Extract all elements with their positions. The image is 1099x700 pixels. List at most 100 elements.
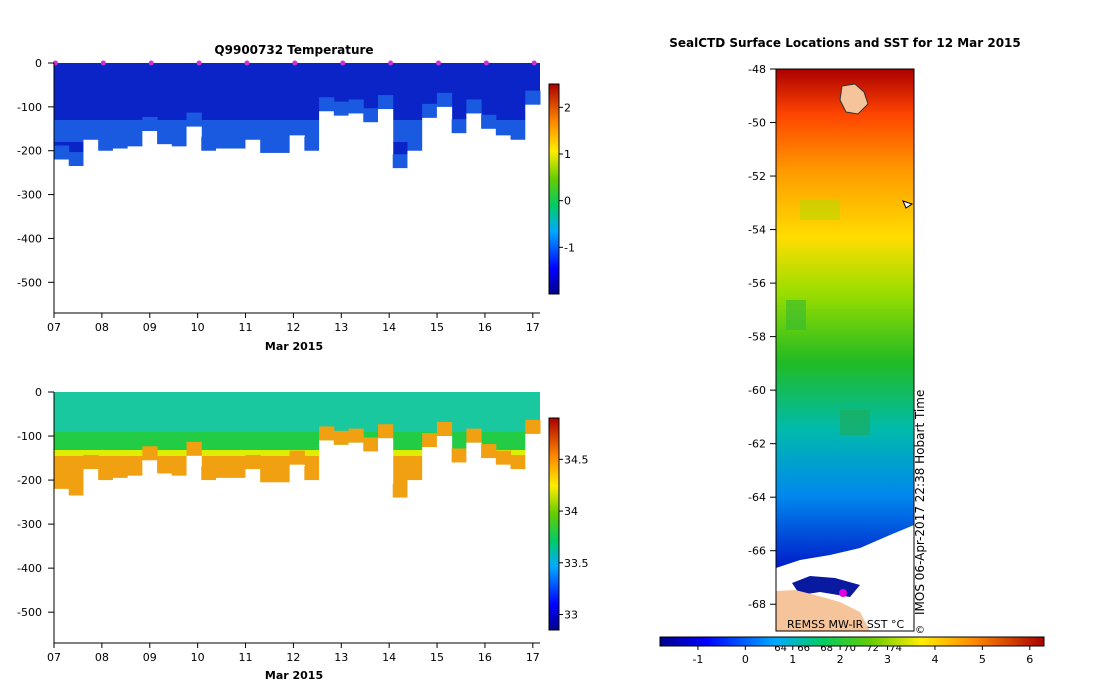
profile-gap bbox=[495, 135, 512, 313]
profile-marker bbox=[483, 60, 489, 66]
profile-deep-cell bbox=[436, 422, 453, 437]
profile-gap bbox=[54, 159, 70, 313]
profile-deep-cell bbox=[68, 152, 84, 167]
sst-field bbox=[776, 69, 914, 631]
colorbar-tick-label: 33 bbox=[564, 608, 578, 621]
profile-gap bbox=[481, 128, 497, 313]
y-tick-label: -300 bbox=[17, 189, 42, 202]
profile-gap bbox=[142, 460, 158, 643]
profile-deep-cell bbox=[127, 461, 143, 476]
profile-gap bbox=[333, 115, 350, 313]
profile-marker bbox=[196, 60, 202, 66]
y-tick-label: -200 bbox=[17, 145, 42, 158]
profile-deep-cell bbox=[68, 481, 84, 496]
profile-deep-cell bbox=[333, 430, 350, 445]
salinity-plot-area bbox=[54, 392, 541, 643]
profile-gap bbox=[289, 464, 305, 643]
profile-deep-cell bbox=[495, 450, 512, 465]
temperature-colorbar-ramp bbox=[548, 83, 560, 295]
salinity-xlabel: Mar 2015 bbox=[265, 669, 323, 682]
profile-gap bbox=[201, 480, 217, 643]
x-tick-label: 15 bbox=[430, 321, 444, 334]
x-tick-label: 17 bbox=[526, 321, 540, 334]
temperature-plot-area bbox=[52, 60, 541, 314]
colorbar-tick-label: 1 bbox=[564, 148, 571, 161]
profile-gap bbox=[83, 139, 99, 313]
profile-gap bbox=[451, 133, 467, 313]
profile-gap bbox=[348, 113, 364, 313]
temperature-panel: Q9900732 Temperature 0 -100 -200 -300 -400 -5… bbox=[17, 43, 575, 353]
profile-deep-cell bbox=[274, 468, 291, 483]
map-colorbar-tick-label: 0 bbox=[742, 653, 749, 666]
map-longitude-label: 64 bbox=[774, 643, 787, 654]
profile-marker bbox=[148, 60, 154, 66]
profile-deep-cell bbox=[289, 121, 305, 136]
profile-gap bbox=[422, 117, 438, 314]
profile-deep-cell bbox=[422, 103, 438, 118]
x-tick-label: 11 bbox=[239, 321, 253, 334]
profile-gap bbox=[171, 146, 188, 313]
profile-deep-cell bbox=[304, 466, 320, 481]
sst-map-panel: SealCTD Surface Locations and SST for 12… bbox=[659, 36, 1045, 666]
profile-deep-cell bbox=[112, 463, 129, 478]
kerguelen-island bbox=[839, 83, 869, 115]
temperature-profile-bottoms bbox=[54, 90, 541, 314]
profile-deep-cell bbox=[525, 419, 541, 434]
y-tick-label: -500 bbox=[17, 606, 42, 619]
x-tick-label: 07 bbox=[47, 321, 61, 334]
profile-gap bbox=[142, 130, 158, 313]
profile-gap bbox=[157, 473, 173, 643]
map-y-tick-label: -48 bbox=[748, 63, 766, 76]
profile-gap bbox=[378, 109, 394, 313]
x-tick-label: 12 bbox=[286, 321, 300, 334]
profile-gap bbox=[466, 442, 482, 643]
y-tick-label: -100 bbox=[17, 101, 42, 114]
profile-deep-cell bbox=[378, 424, 394, 439]
profile-deep-cell bbox=[466, 428, 482, 443]
profile-deep-cell bbox=[54, 474, 70, 489]
heard-island bbox=[902, 200, 914, 209]
profile-deep-cell bbox=[304, 136, 320, 151]
sst-speckle-c bbox=[800, 200, 840, 220]
profile-marker bbox=[435, 60, 441, 66]
profile-deep-cell bbox=[157, 459, 173, 474]
salinity-colorbar: 33 33.5 34 34.5 bbox=[548, 417, 589, 631]
temperature-y-ticks: 0 -100 -200 -300 -400 -500 bbox=[17, 57, 54, 289]
profile-deep-cell bbox=[481, 444, 497, 459]
profile-gap bbox=[525, 433, 541, 643]
x-tick-label: 14 bbox=[382, 651, 396, 664]
profile-deep-cell bbox=[407, 466, 423, 481]
profile-gap bbox=[407, 480, 423, 643]
profile-gap bbox=[127, 475, 143, 643]
temperature-axes: 0 -100 -200 -300 -400 -500 07 08 09 10 11 12 13 14 15… bbox=[17, 57, 540, 334]
profile-deep-cell bbox=[186, 441, 202, 456]
profile-gap bbox=[260, 152, 276, 313]
map-y-tick-label: -64 bbox=[748, 491, 766, 504]
x-tick-label: 15 bbox=[430, 651, 444, 664]
map-source-label: REMSS MW-IR SST °C bbox=[787, 618, 905, 631]
profile-gap bbox=[171, 475, 188, 643]
profile-deep-cell bbox=[260, 138, 276, 153]
colorbar-tick-label: 34 bbox=[564, 505, 578, 518]
sst-speckle-b bbox=[840, 410, 870, 435]
map-axes: -48 -50 -52 -54 -56 -58 -60 -62 -64 -66 -68 64 66 68… bbox=[748, 63, 915, 654]
profile-marker bbox=[100, 60, 106, 66]
salinity-y-ticks: 0 -100 -200 -300 -400 -500 bbox=[17, 386, 54, 619]
profile-gap bbox=[230, 148, 246, 313]
profile-gap bbox=[68, 166, 84, 313]
map-y-tick-label: -56 bbox=[748, 277, 766, 290]
profile-gap bbox=[112, 477, 129, 643]
x-tick-label: 10 bbox=[191, 321, 205, 334]
salinity-axes: 0 -100 -200 -300 -400 -500 07 08 09 10 11 12 13 14 15… bbox=[17, 386, 540, 664]
profile-gap bbox=[378, 438, 394, 643]
y-tick-label: -300 bbox=[17, 518, 42, 531]
map-y-tick-label: -60 bbox=[748, 384, 766, 397]
temperature-xlabel: Mar 2015 bbox=[265, 340, 323, 353]
profile-gap bbox=[392, 168, 408, 313]
map-colorbar-tick-label: 5 bbox=[979, 653, 986, 666]
profile-gap bbox=[274, 152, 291, 313]
y-tick-label: -200 bbox=[17, 474, 42, 487]
profile-deep-cell bbox=[83, 455, 99, 470]
map-longitude-label: 72 bbox=[866, 643, 879, 654]
